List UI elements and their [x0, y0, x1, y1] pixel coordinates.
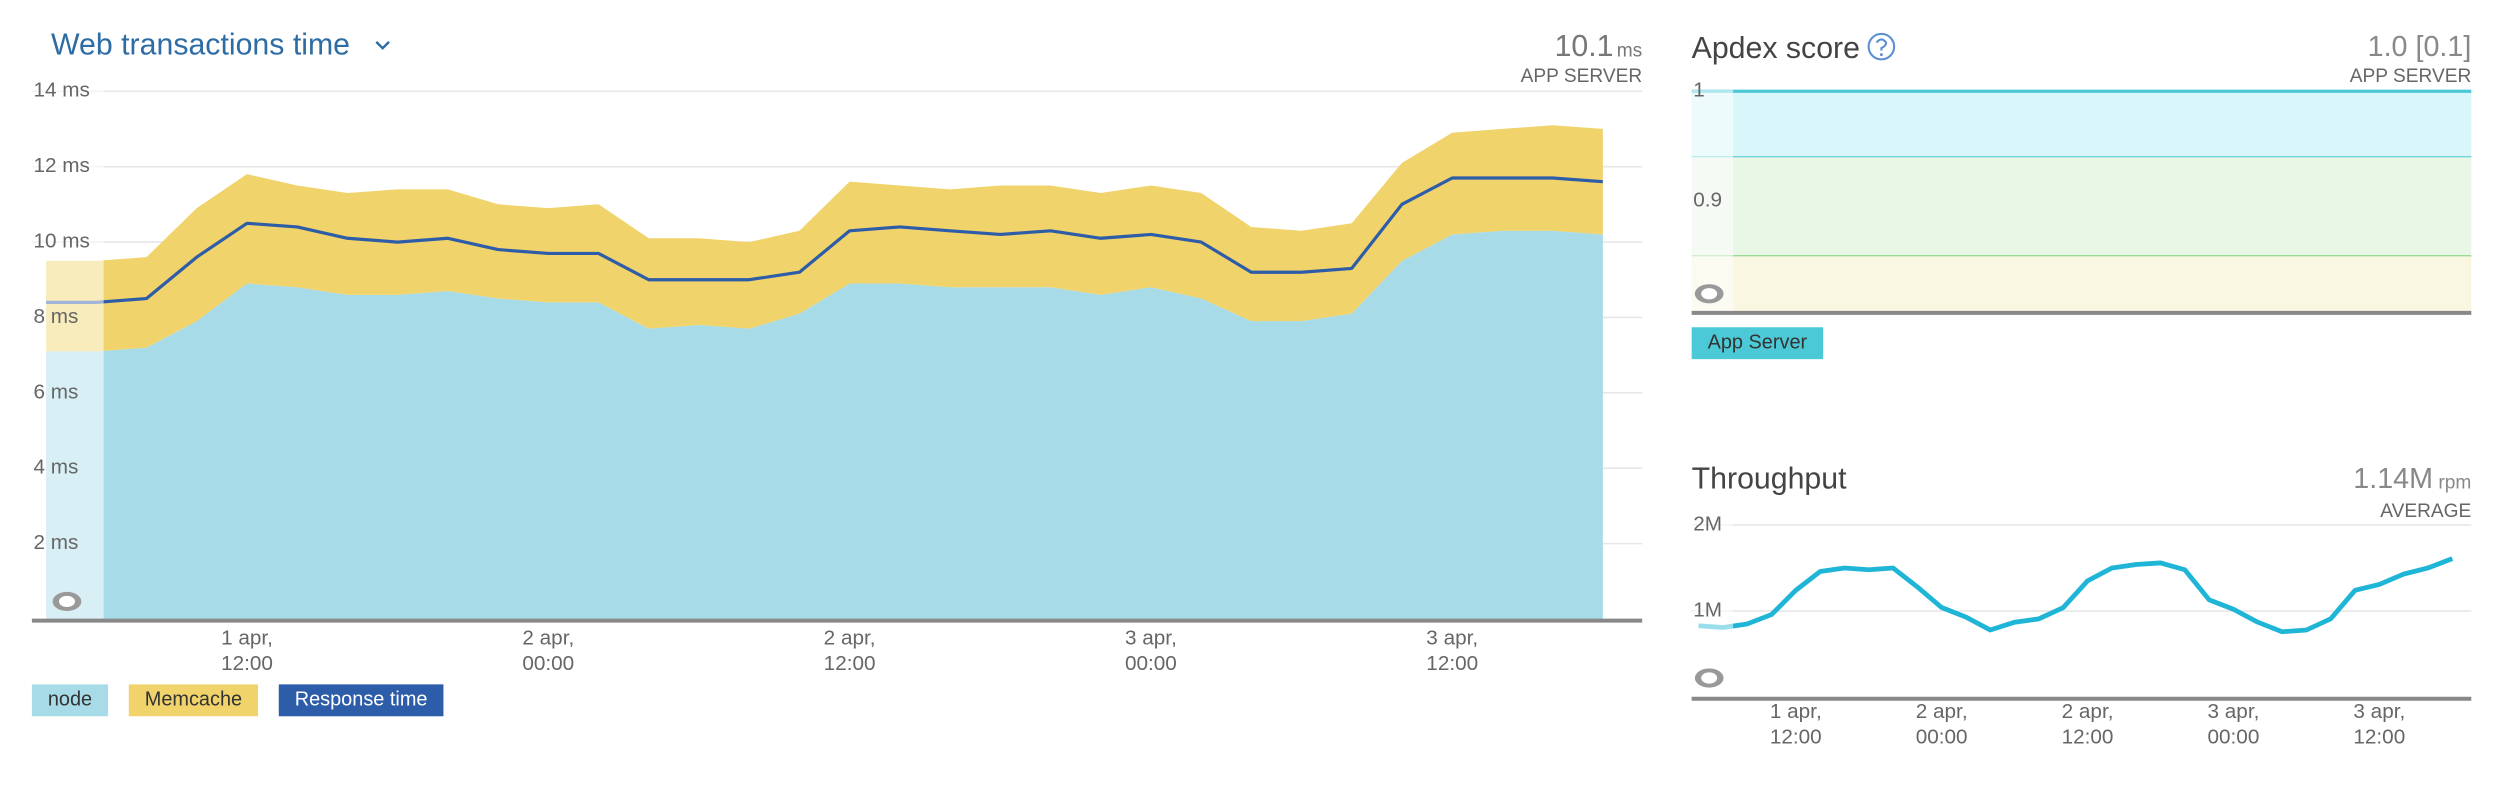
x-tick-label-line: 12:00 — [824, 653, 876, 676]
help-icon-glyph — [1875, 38, 1888, 51]
x-tick-label-line: 12:00 — [2062, 726, 2114, 749]
summary-label: APP SERVER — [1521, 66, 1643, 87]
y-tick-label: 0.9 — [1693, 189, 1722, 212]
x-tick-label-line: 3 apr, — [1125, 627, 1177, 650]
x-tick-label-line: 1 apr, — [221, 627, 273, 650]
dropdown-chevron[interactable] — [375, 40, 390, 50]
y-tick-label: 1M — [1693, 599, 1722, 622]
legend-swatch[interactable] — [128, 684, 259, 717]
line-series — [46, 176, 1603, 304]
x-tick-label-line: 3 apr, — [2353, 701, 2405, 724]
help-icon[interactable] — [1867, 32, 1896, 61]
x-tick-label-line: 00:00 — [2208, 726, 2260, 749]
summary-label: AVERAGE — [2380, 501, 2471, 522]
y-tick-label: 14 ms — [33, 79, 89, 102]
y-tick-label: 8 ms — [33, 305, 78, 328]
x-tick-label-line: 00:00 — [1125, 653, 1177, 676]
x-tick-label: 2 apr, 00:00 — [1916, 701, 1968, 750]
y-tick-label: 6 ms — [33, 380, 78, 403]
x-tick-label: 2 apr, 12:00 — [824, 627, 876, 676]
x-tick-label-line: 00:00 — [1916, 726, 1968, 749]
x-tick-label-line: 2 apr, — [1916, 701, 1968, 724]
x-tick-label: 1 apr, 12:00 — [221, 627, 273, 676]
x-tick-label-line: 2 apr, — [522, 627, 574, 650]
x-tick-label-line: 2 apr, — [2062, 701, 2114, 724]
summary-unit: ms — [1617, 40, 1643, 61]
incomplete-data-shade — [1691, 89, 1734, 312]
x-tick-label-line: 12:00 — [221, 653, 273, 676]
apdex-band — [1691, 91, 2472, 158]
chart-title: Throughput — [1692, 462, 1847, 495]
summary-label: APP SERVER — [2350, 66, 2472, 87]
summary-value: 1.14M — [2353, 463, 2433, 495]
x-tick-label-line: 12:00 — [2353, 726, 2405, 749]
incomplete-data-shade — [1691, 523, 1734, 698]
y-tick-label: 12 ms — [33, 154, 89, 177]
hide-toggle-inner — [1701, 672, 1718, 684]
legend-label[interactable]: node — [48, 689, 92, 711]
line-series — [1698, 556, 2454, 635]
apdex-band — [1691, 157, 2472, 257]
x-tick-label: 3 apr, 12:00 — [2353, 701, 2405, 750]
legend-swatch[interactable] — [1691, 327, 1824, 360]
hide-toggle-inner — [1701, 288, 1718, 300]
legend-label[interactable]: Response time — [295, 689, 428, 711]
x-tick-label: 3 apr, 00:00 — [2208, 701, 2260, 750]
stacked-area — [46, 125, 1603, 352]
x-tick-label-line: 1 apr, — [1770, 701, 1822, 724]
x-tick-label: 3 apr, 12:00 — [1426, 627, 1478, 676]
y-tick-label: 4 ms — [33, 456, 78, 479]
summary-unit: rpm — [2438, 473, 2471, 494]
x-tick-label-line: 3 apr, — [2208, 701, 2260, 724]
chart-title[interactable]: Web transactions time — [51, 29, 350, 62]
legend-swatch[interactable] — [31, 684, 109, 717]
help-icon-dot — [1879, 53, 1883, 57]
x-tick-label: 2 apr, 00:00 — [522, 627, 574, 676]
x-tick-label-line: 00:00 — [522, 653, 574, 676]
x-tick-label: 3 apr, 00:00 — [1125, 627, 1177, 676]
legend-swatch[interactable] — [278, 684, 444, 717]
x-tick-label-line: 3 apr, — [1426, 627, 1478, 650]
legend-label[interactable]: Memcache — [145, 689, 242, 711]
incomplete-data-shade — [31, 89, 104, 620]
summary-value: 1.0 [0.1] — [2368, 31, 2472, 63]
x-tick-label-line: 2 apr, — [824, 627, 876, 650]
stacked-area — [46, 230, 1603, 620]
hide-toggle-inner — [58, 595, 75, 608]
chart-title: Apdex score — [1692, 32, 1860, 65]
x-tick-label: 1 apr, 12:00 — [1770, 701, 1822, 750]
x-tick-label-line: 12:00 — [1770, 726, 1822, 749]
y-tick-label: 2 ms — [33, 531, 78, 554]
legend-label[interactable]: App Server — [1708, 331, 1808, 353]
y-tick-label: 10 ms — [33, 230, 89, 253]
summary-value: 10.1 — [1555, 30, 1614, 63]
x-tick-label-line: 12:00 — [1426, 653, 1478, 676]
y-tick-label: 1 — [1693, 79, 1705, 102]
y-tick-label: 2M — [1693, 512, 1722, 535]
x-tick-label: 2 apr, 12:00 — [2062, 701, 2114, 750]
apdex-band — [1691, 256, 2472, 312]
